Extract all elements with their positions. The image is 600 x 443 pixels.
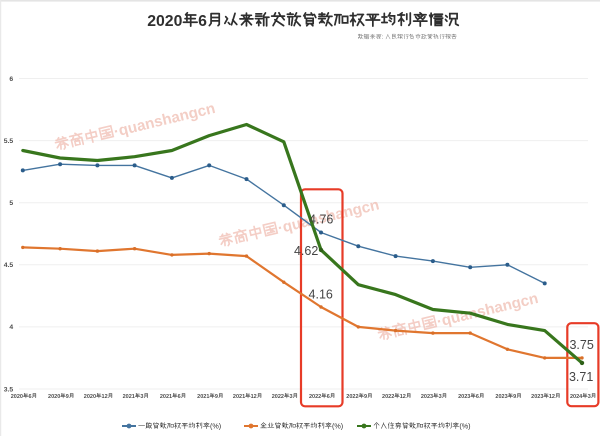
svg-text:9: 9: [364, 394, 367, 400]
svg-text:2021: 2021: [233, 394, 245, 400]
svg-text:6: 6: [327, 394, 330, 400]
svg-text:2024: 2024: [570, 394, 583, 400]
svg-text:2022: 2022: [346, 394, 358, 400]
svg-text:2023: 2023: [531, 394, 543, 400]
svg-text:5: 5: [9, 200, 13, 207]
svg-text:12: 12: [549, 394, 555, 400]
svg-text:3: 3: [140, 394, 143, 400]
svg-text:4.16: 4.16: [309, 288, 333, 302]
svg-text:3.71: 3.71: [569, 370, 593, 384]
svg-text:2020: 2020: [11, 394, 23, 400]
svg-text:2022: 2022: [309, 394, 321, 400]
svg-text:9: 9: [66, 394, 69, 400]
svg-text:2020: 2020: [48, 394, 60, 400]
svg-text:3.75: 3.75: [569, 338, 593, 352]
svg-text:(%): (%): [459, 422, 470, 431]
svg-text:3: 3: [289, 394, 292, 400]
svg-text:2022: 2022: [272, 394, 284, 400]
svg-text:2022: 2022: [382, 394, 394, 400]
svg-text:3.5: 3.5: [4, 386, 14, 393]
svg-text:(%): (%): [210, 422, 221, 431]
svg-text:6: 6: [28, 394, 31, 400]
svg-text:4.62: 4.62: [294, 244, 318, 258]
svg-text:5.5: 5.5: [4, 138, 14, 145]
svg-text:2023: 2023: [458, 394, 470, 400]
svg-text:2023: 2023: [421, 394, 433, 400]
svg-text:6: 6: [178, 394, 181, 400]
svg-text:(%): (%): [332, 422, 343, 431]
svg-text:6: 6: [198, 13, 207, 30]
svg-text:2023: 2023: [495, 394, 507, 400]
svg-text:3: 3: [588, 394, 591, 400]
svg-text:2021: 2021: [160, 394, 172, 400]
svg-text:4.5: 4.5: [4, 262, 14, 269]
svg-text:2021: 2021: [197, 394, 209, 400]
svg-text::: :: [382, 35, 385, 41]
svg-text:2020: 2020: [84, 394, 96, 400]
svg-text:9: 9: [215, 394, 218, 400]
svg-text:12: 12: [400, 394, 406, 400]
svg-text:4: 4: [9, 324, 13, 331]
svg-text:6: 6: [9, 76, 13, 83]
svg-text:4.76: 4.76: [309, 213, 333, 227]
svg-text:3: 3: [439, 394, 442, 400]
svg-text:2020: 2020: [147, 13, 182, 30]
svg-text:9: 9: [513, 394, 516, 400]
svg-text:12: 12: [102, 394, 108, 400]
svg-text:2021: 2021: [123, 394, 135, 400]
svg-text:6: 6: [476, 394, 479, 400]
svg-text:12: 12: [251, 394, 257, 400]
